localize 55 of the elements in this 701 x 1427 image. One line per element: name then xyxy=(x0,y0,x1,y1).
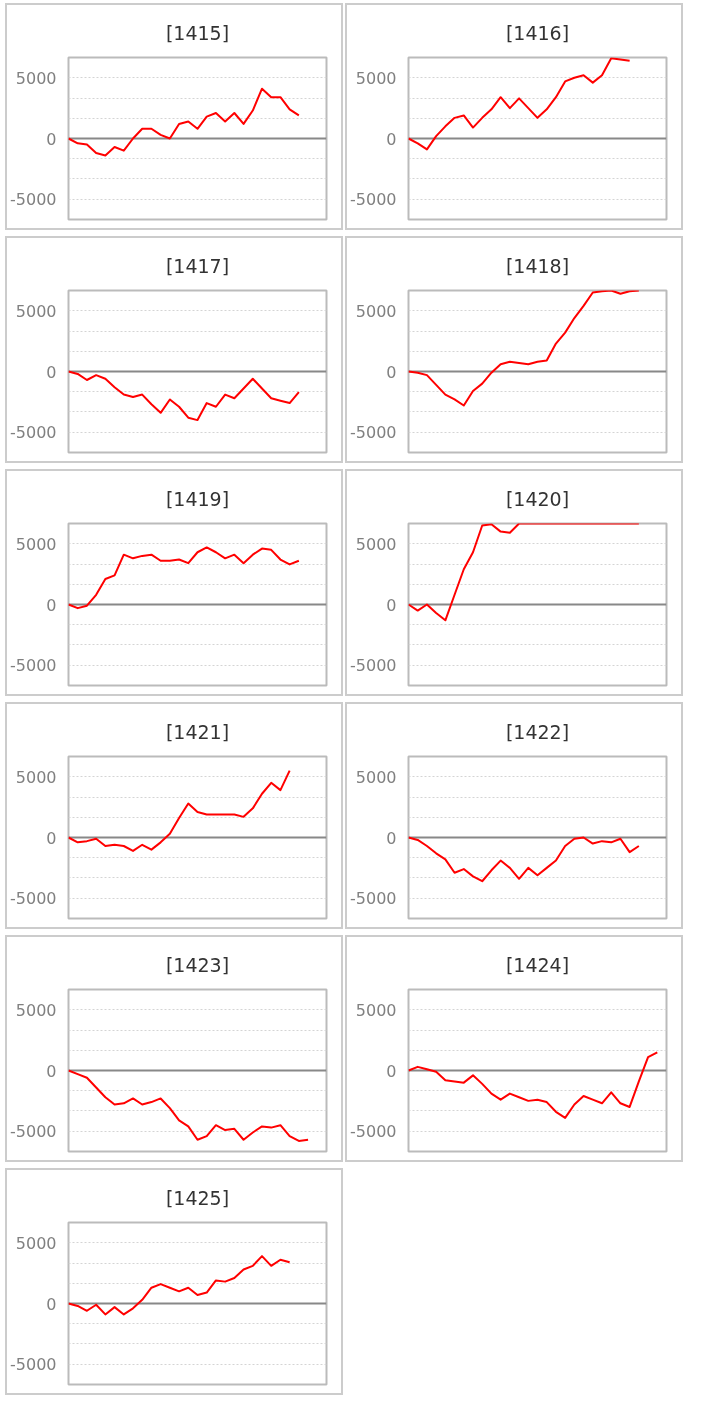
y-tick-label: 0 xyxy=(46,595,57,615)
y-tick-label: -5000 xyxy=(350,889,397,909)
y-tick-label: -5000 xyxy=(350,656,397,676)
chart-title: [1417] xyxy=(165,254,230,277)
line-series xyxy=(408,290,640,407)
y-tick-label: 0 xyxy=(386,1061,397,1081)
line-series xyxy=(408,836,640,883)
y-tick-label: 5000 xyxy=(15,1233,57,1253)
chart-title: [1424] xyxy=(505,953,570,976)
y-tick-label: 0 xyxy=(46,129,57,149)
chart-title: [1422] xyxy=(505,720,570,743)
y-tick-label: -5000 xyxy=(10,889,57,909)
line-series xyxy=(68,1255,291,1316)
y-tick-label: -5000 xyxy=(10,656,57,676)
y-tick-label: 5000 xyxy=(355,68,397,88)
line-series xyxy=(68,370,300,422)
chart-title: [1416] xyxy=(505,21,570,44)
y-tick-label: 0 xyxy=(46,1294,57,1314)
line-series xyxy=(68,546,300,610)
line-series xyxy=(68,87,300,157)
y-tick-label: 5000 xyxy=(15,534,57,554)
y-tick-label: 0 xyxy=(386,362,397,382)
y-tick-label: 5000 xyxy=(15,1000,57,1020)
y-tick-label: 0 xyxy=(386,129,397,149)
y-tick-label: -5000 xyxy=(10,190,57,210)
chart-title: [1421] xyxy=(165,720,230,743)
y-tick-label: -5000 xyxy=(10,1122,57,1142)
y-tick-label: 5000 xyxy=(355,1000,397,1020)
y-tick-label: -5000 xyxy=(350,190,397,210)
line-series xyxy=(408,1051,659,1119)
y-tick-label: 5000 xyxy=(15,301,57,321)
y-tick-label: 0 xyxy=(46,828,57,848)
line-series xyxy=(408,523,640,622)
y-tick-label: 5000 xyxy=(355,301,397,321)
y-tick-label: 0 xyxy=(386,595,397,615)
line-series xyxy=(408,57,631,151)
y-tick-label: 5000 xyxy=(15,68,57,88)
chart-title: [1420] xyxy=(505,487,570,510)
y-tick-label: 0 xyxy=(46,1061,57,1081)
y-tick-label: -5000 xyxy=(10,1355,57,1375)
y-tick-label: 5000 xyxy=(355,534,397,554)
line-series xyxy=(68,1069,310,1142)
chart-title: [1419] xyxy=(165,487,230,510)
y-tick-label: 0 xyxy=(46,362,57,382)
y-tick-label: 0 xyxy=(386,828,397,848)
chart-title: [1423] xyxy=(165,953,230,976)
y-tick-label: 5000 xyxy=(15,767,57,787)
line-series xyxy=(68,769,291,852)
chart-title: [1425] xyxy=(165,1186,230,1209)
chart-title: [1415] xyxy=(165,21,230,44)
y-tick-label: 5000 xyxy=(355,767,397,787)
y-tick-label: -5000 xyxy=(10,423,57,443)
y-tick-label: -5000 xyxy=(350,1122,397,1142)
y-tick-label: -5000 xyxy=(350,423,397,443)
chart-title: [1418] xyxy=(505,254,570,277)
